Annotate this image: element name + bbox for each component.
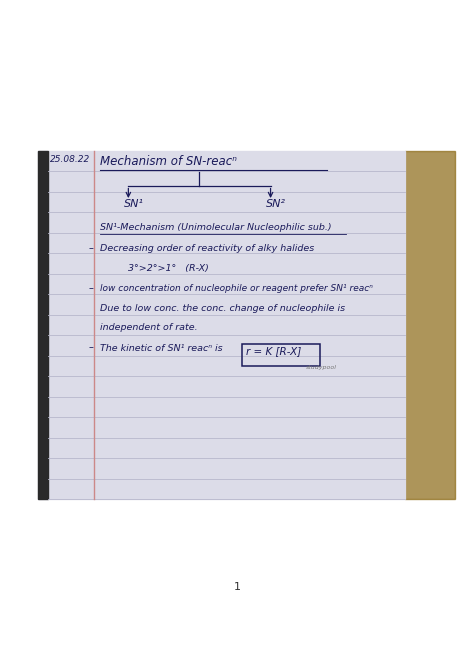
Text: Decreasing order of reactivity of alky halides: Decreasing order of reactivity of alky h… (100, 244, 314, 253)
Bar (38, 151, 405, 499)
Text: independent of rate.: independent of rate. (100, 323, 198, 332)
Bar (38, 151, 48, 499)
Text: The kinetic of SN¹ reacⁿ is: The kinetic of SN¹ reacⁿ is (100, 344, 223, 352)
Text: r = K [R-X]: r = K [R-X] (246, 346, 301, 356)
Text: studypool: studypool (306, 364, 337, 370)
Text: –: – (88, 342, 93, 352)
Text: Mechanism of SN-reacⁿ: Mechanism of SN-reacⁿ (100, 155, 237, 168)
Text: SN¹: SN¹ (124, 199, 144, 209)
Text: –: – (88, 243, 93, 253)
Text: 1: 1 (234, 582, 240, 592)
Text: Due to low conc. the conc. change of nucleophile is: Due to low conc. the conc. change of nuc… (100, 304, 345, 313)
Text: 25.08.22: 25.08.22 (50, 155, 90, 164)
Text: low concentration of nucleophile or reagent prefer SN¹ reacⁿ: low concentration of nucleophile or reag… (100, 284, 373, 293)
Text: 3°>2°>1°   (R-X): 3°>2°>1° (R-X) (128, 263, 209, 273)
Bar (405, 151, 455, 499)
Text: SN¹-Mechanism (Unimolecular Nucleophilic sub.): SN¹-Mechanism (Unimolecular Nucleophilic… (100, 222, 331, 232)
Text: –: – (88, 283, 93, 293)
Bar (242, 344, 320, 366)
Text: SN²: SN² (266, 199, 286, 209)
